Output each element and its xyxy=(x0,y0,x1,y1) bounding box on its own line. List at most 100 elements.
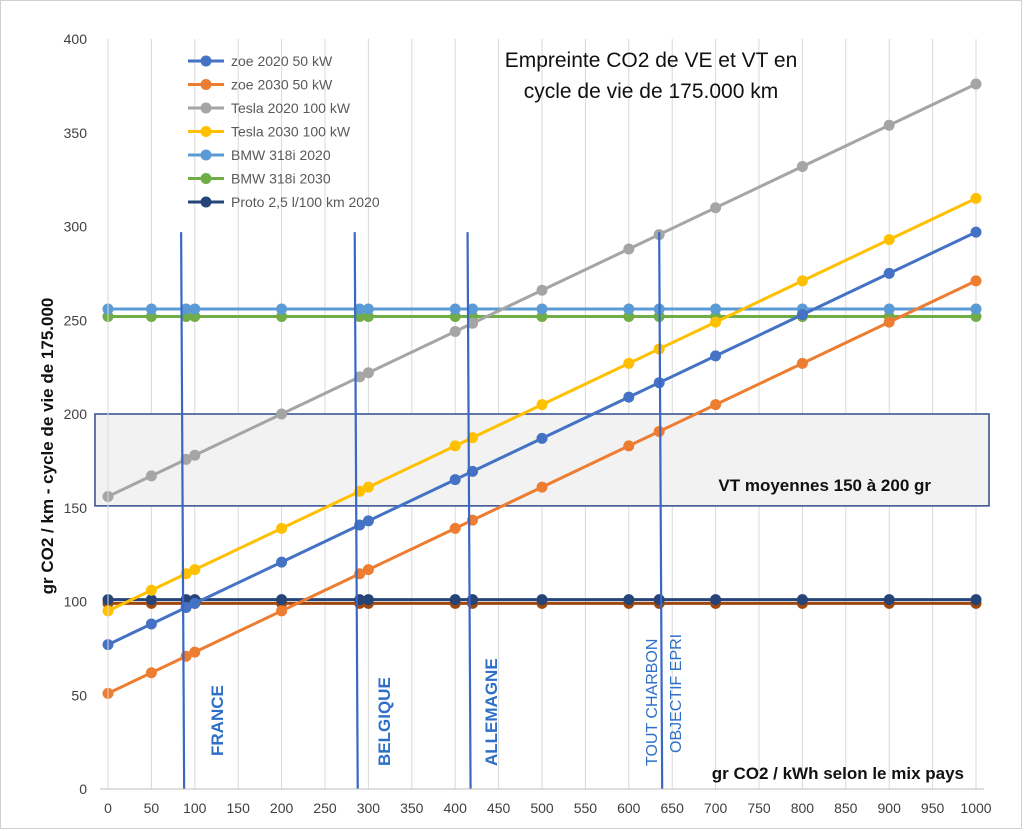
series-0-point xyxy=(189,597,201,609)
series-2-point xyxy=(276,408,288,420)
series-3-point xyxy=(883,234,895,246)
series-2-point xyxy=(189,449,201,461)
y-axis-label: gr CO2 / km - cycle de vie de 175.000 xyxy=(38,298,57,595)
x-tick-label: 200 xyxy=(270,800,294,816)
band-label: VT moyennes 150 à 200 gr xyxy=(718,476,931,495)
series-4-point xyxy=(276,303,288,315)
label-france: FRANCE xyxy=(208,685,227,756)
y-tick-label: 400 xyxy=(64,31,88,47)
x-tick-label: 100 xyxy=(183,800,207,816)
x-tick-label: 950 xyxy=(921,800,945,816)
x-tick-label: 50 xyxy=(144,800,160,816)
x-tick-label: 250 xyxy=(313,800,337,816)
series-0-point xyxy=(796,309,808,321)
series-0-point xyxy=(536,432,548,444)
series-1-point xyxy=(362,564,374,576)
vline-belgique xyxy=(353,232,359,790)
series-3-point xyxy=(189,564,201,576)
series-4-point xyxy=(883,303,895,315)
series-2-point xyxy=(796,161,808,172)
series-1-point xyxy=(536,481,548,493)
series-4-point xyxy=(710,303,722,315)
x-tick-label: 650 xyxy=(661,800,685,816)
series-0-point xyxy=(970,226,982,238)
series-6-point xyxy=(536,594,548,606)
x-tick-label: 550 xyxy=(574,800,598,816)
y-tick-label: 200 xyxy=(64,406,88,422)
series-0-point xyxy=(883,267,895,279)
y-tick-label: 50 xyxy=(71,687,87,703)
legend-swatch-marker xyxy=(200,55,212,67)
axes: 0 50 100 150 200 250 300 350 400 450 500 550 600 650 7… xyxy=(64,31,992,816)
series-2-point xyxy=(883,119,895,131)
series-2-point xyxy=(449,326,461,337)
series-2-point xyxy=(145,470,157,482)
series-1-point xyxy=(883,316,895,328)
vline-tout-charbon xyxy=(658,232,664,790)
x-tick-label: 750 xyxy=(747,800,771,816)
series-2-point xyxy=(536,284,548,296)
series-3-point xyxy=(710,316,722,328)
x-tick-label: 800 xyxy=(791,800,815,816)
legend-swatch-marker xyxy=(200,79,212,90)
x-tick-label: 450 xyxy=(487,800,511,816)
chart-title-line-2: cycle de vie de 175.000 km xyxy=(524,80,778,103)
series-1-point xyxy=(970,275,982,287)
legend-label: BMW 318i 2020 xyxy=(231,147,331,163)
series-6-point xyxy=(449,594,461,606)
legend-label: BMW 318i 2030 xyxy=(231,171,331,187)
series-6-point xyxy=(883,594,895,606)
y-tick-label: 0 xyxy=(79,781,87,797)
series-3-point xyxy=(623,357,635,369)
series-4-point xyxy=(623,303,635,315)
series-0-point xyxy=(449,474,461,486)
x-tick-label: 500 xyxy=(530,800,554,816)
series-4-point xyxy=(354,303,366,315)
series-1-point xyxy=(623,440,635,452)
series-6-point xyxy=(276,594,288,606)
series-4-point xyxy=(145,303,157,315)
series-3-point xyxy=(362,481,374,493)
x-tick-label: 850 xyxy=(834,800,858,816)
series-1-point xyxy=(189,646,201,658)
series-2-point xyxy=(623,243,635,255)
series-6-point xyxy=(653,594,665,606)
series-1-point xyxy=(145,667,157,679)
series-6-point xyxy=(623,594,635,606)
chart-title-line-1: Empreinte CO2 de VE et VT en xyxy=(505,49,798,72)
series-3-point xyxy=(276,522,288,534)
series-0-point xyxy=(623,391,635,403)
series-4-point xyxy=(189,303,201,315)
x-tick-label: 600 xyxy=(617,800,641,816)
legend-label: zoe 2030 50 kW xyxy=(231,77,333,93)
series-0-point xyxy=(145,618,157,630)
series-4-point xyxy=(180,303,192,315)
series-3-point xyxy=(796,275,808,287)
series-4-point xyxy=(467,303,479,315)
series-1-point xyxy=(276,605,288,617)
legend-swatch-marker xyxy=(200,126,212,137)
label-tout-charbon: TOUT CHARBON xyxy=(644,639,661,766)
legend-swatch-marker xyxy=(200,173,212,184)
series-2-point xyxy=(362,367,374,379)
series-6-point xyxy=(710,594,722,606)
x-tick-label: 350 xyxy=(400,800,424,816)
series-0-point xyxy=(362,515,374,527)
series-4-point xyxy=(362,303,374,315)
x-tick-label: 700 xyxy=(704,800,728,816)
series-4-point xyxy=(536,303,548,315)
series-3-point xyxy=(467,432,479,444)
series-6-point xyxy=(362,594,374,606)
legend-swatch-marker xyxy=(200,102,212,114)
y-tick-label: 250 xyxy=(64,312,88,328)
legend-label: zoe 2020 50 kW xyxy=(231,53,333,69)
series-3-point xyxy=(536,399,548,411)
series-3-point xyxy=(970,192,982,204)
series-3-point xyxy=(449,440,461,452)
series-0-point xyxy=(710,350,722,362)
series-4-point xyxy=(449,303,461,315)
series-2-point xyxy=(354,371,366,383)
x-tick-label: 1000 xyxy=(960,800,991,816)
